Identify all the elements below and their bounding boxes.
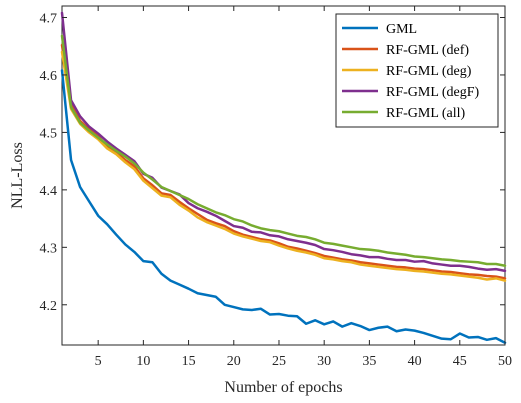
series-line-0 — [60, 69, 507, 344]
x-tick-label: 25 — [272, 354, 286, 369]
legend: GML RF-GML (def) RF-GML (deg) RF-GML (degF)… — [335, 13, 499, 128]
x-tick-label: 40 — [408, 354, 422, 369]
x-tick-label: 45 — [453, 354, 467, 369]
x-tick-label: 35 — [362, 354, 376, 369]
legend-label-2: RF-GML (deg) — [386, 64, 472, 79]
y-tick-label: 4.4 — [40, 184, 58, 199]
y-tick-label: 4.2 — [40, 299, 58, 314]
series-line-2 — [60, 50, 507, 282]
y-tick-label: 4.6 — [40, 69, 58, 84]
series-layer — [60, 11, 507, 344]
y-tick-label: 4.7 — [40, 11, 58, 26]
x-tick-label: 50 — [498, 354, 512, 369]
x-tick-label: 15 — [182, 354, 196, 369]
y-tick-label: 4.3 — [40, 241, 58, 256]
x-tick-label: 5 — [95, 354, 102, 369]
series-line-1 — [60, 43, 507, 280]
x-axis-title: Number of epochs — [224, 379, 342, 396]
y-tick-label: 4.5 — [40, 126, 58, 141]
legend-label-0: GML — [386, 22, 417, 37]
legend-label-3: RF-GML (degF) — [386, 85, 480, 100]
x-tick-label: 10 — [136, 354, 150, 369]
series-line-4 — [60, 34, 507, 267]
legend-label-1: RF-GML (def) — [386, 43, 469, 58]
x-tick-label: 30 — [317, 354, 331, 369]
legend-label-4: RF-GML (all) — [386, 106, 466, 121]
x-tick-label: 20 — [227, 354, 241, 369]
y-axis-title: NLL-Loss — [9, 142, 26, 209]
axis-ticks: 5 10 15 20 25 30 35 40 45 50 4.2 4.3 4.4 4.5 4.6 4.7 — [40, 6, 512, 369]
